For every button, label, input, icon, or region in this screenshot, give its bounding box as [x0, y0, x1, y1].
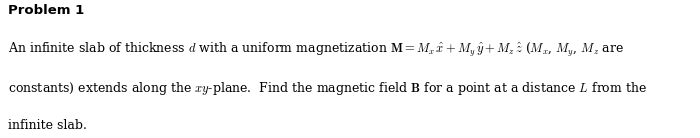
Text: Problem 1: Problem 1 — [8, 4, 85, 17]
Text: An infinite slab of thickness $d$ with a uniform magnetization $\mathbf{M} = M_x: An infinite slab of thickness $d$ with a… — [8, 41, 624, 59]
Text: infinite slab.: infinite slab. — [8, 119, 88, 132]
Text: constants) extends along the $xy$-plane.  Find the magnetic field $\mathbf{B}$ f: constants) extends along the $xy$-plane.… — [8, 80, 648, 97]
